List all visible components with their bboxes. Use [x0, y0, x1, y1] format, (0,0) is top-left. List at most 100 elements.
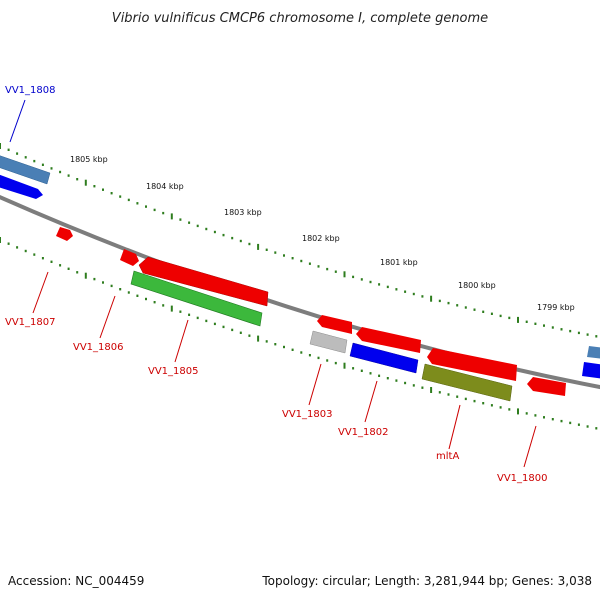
scale-tick-inner-20 [170, 305, 173, 312]
scale-ticks [0, 143, 598, 430]
chromosome-backbone [0, 195, 600, 390]
scale-tick-outer-26 [222, 233, 225, 237]
scale-tick-outer-52 [447, 301, 450, 305]
scale-tick-inner-23 [196, 316, 199, 320]
scale-tick-inner-37 [317, 356, 320, 360]
scale-tick-outer-60 [517, 316, 519, 323]
scale-tick-inner-57 [490, 404, 493, 407]
gene-right-steelblue-box[interactable] [587, 346, 600, 359]
scale-tick-inner-16 [136, 294, 139, 297]
scale-tick-outer-21 [179, 218, 182, 221]
scale-tick-inner-22 [188, 313, 191, 316]
scale-tick-outer-67 [577, 331, 580, 335]
scale-tick-inner-34 [291, 348, 294, 351]
scale-tick-outer-63 [543, 324, 545, 327]
gene-vv1-1803a-arrow[interactable] [317, 315, 352, 334]
gene-vv1-1805-green[interactable] [130, 270, 263, 327]
scale-tick-inner-66 [569, 421, 572, 425]
gene-right-blue-box[interactable] [582, 362, 600, 379]
scale-tick-inner-29 [248, 334, 251, 337]
gene-label-vv1-1803[interactable]: VV1_1803 [282, 409, 333, 420]
gene-vv1-1802a-arrow[interactable] [356, 327, 421, 353]
scale-tick-inner-68 [586, 425, 589, 428]
scale-tick-outer-35 [300, 259, 303, 263]
gene-vv1-1800-arrow[interactable] [527, 377, 566, 396]
scale-tick-outer-14 [119, 195, 122, 198]
scale-tick-inner-10 [84, 272, 87, 279]
scale-tick-inner-13 [110, 284, 113, 288]
scale-tick-outer-61 [525, 320, 528, 323]
kbp-labels: 1805 kbp 1804 kbp 1803 kbp 1802 kbp 1801… [70, 155, 575, 312]
gene-features [0, 154, 600, 402]
scale-tick-inner-28 [239, 331, 242, 334]
scale-tick-inner-32 [274, 343, 277, 346]
gene-label-vv1-1805[interactable]: VV1_1805 [148, 366, 199, 377]
scale-tick-outer-2 [16, 152, 19, 155]
scale-tick-inner-39 [334, 361, 337, 365]
scale-tick-outer-33 [283, 254, 285, 257]
scale-tick-outer-41 [352, 275, 355, 279]
accession-text: Accession: NC_004459 [8, 574, 144, 588]
scale-tick-inner-14 [119, 288, 122, 291]
scale-tick-inner-38 [326, 359, 329, 362]
scale-tick-outer-13 [110, 192, 113, 195]
gene-label-vv1-1800[interactable]: VV1_1800 [497, 473, 548, 484]
scale-tick-outer-38 [326, 267, 329, 271]
gene-vv1-1803-gray[interactable] [309, 330, 348, 354]
scale-tick-outer-8 [67, 174, 70, 177]
scale-tick-outer-40 [343, 271, 346, 278]
scale-tick-outer-50 [430, 295, 433, 302]
scale-tick-outer-55 [473, 308, 476, 311]
map-title: Vibrio vulnificus CMCP6 chromosome I, co… [112, 11, 488, 26]
scale-tick-outer-23 [196, 224, 199, 228]
scale-tick-outer-4 [33, 159, 36, 163]
scale-tick-inner-15 [127, 291, 130, 294]
scale-tick-outer-36 [308, 262, 311, 265]
gene-vv1-1808-box[interactable] [0, 154, 51, 185]
scale-tick-inner-43 [369, 372, 372, 375]
scale-tick-outer-68 [586, 333, 589, 336]
scale-tick-outer-59 [508, 316, 511, 320]
scale-tick-outer-29 [248, 242, 251, 246]
gene-vv1-1802-blue[interactable] [349, 342, 419, 374]
scale-tick-inner-18 [153, 301, 156, 304]
gene-mlta-arrow[interactable] [427, 348, 517, 381]
gene-vv1-1806-arrow[interactable] [120, 249, 139, 266]
scale-tick-inner-33 [283, 345, 285, 349]
scale-tick-inner-44 [378, 374, 381, 377]
scale-tick-outer-56 [482, 310, 485, 313]
gene-label-vv1-1807[interactable]: VV1_1807 [5, 317, 56, 328]
kbp-label-1802: 1802 kbp [302, 234, 340, 243]
gene-vv1-1805a-arrow[interactable] [138, 256, 269, 307]
kbp-label-1800: 1800 kbp [458, 281, 496, 290]
gene-label-vv1-1806[interactable]: VV1_1806 [73, 342, 124, 353]
scale-tick-inner-21 [179, 310, 182, 313]
scale-tick-outer-31 [265, 248, 268, 251]
gene-label-mlta[interactable]: mltA [436, 451, 459, 462]
scale-tick-outer-3 [24, 156, 27, 159]
gene-vv1-1807-arrow[interactable] [56, 227, 73, 241]
scale-tick-outer-44 [378, 283, 381, 286]
topology-text: Topology: circular; Length: 3,281,944 bp… [261, 574, 592, 588]
scale-tick-outer-54 [464, 306, 467, 309]
scale-tick-outer-0 [0, 143, 1, 149]
scale-tick-inner-47 [404, 381, 407, 385]
gene-label-vv1-1802[interactable]: VV1_1802 [338, 427, 389, 438]
scale-tick-inner-36 [308, 354, 311, 357]
gene-vv1-1808b-box[interactable] [0, 173, 43, 199]
scale-tick-inner-1 [7, 242, 10, 245]
kbp-label-1803: 1803 kbp [224, 208, 262, 217]
gene-mlta-olive[interactable] [421, 363, 513, 402]
scale-tick-inner-40 [343, 362, 346, 369]
scale-tick-outer-1 [7, 148, 10, 151]
scale-tick-outer-66 [569, 329, 572, 333]
gene-label-vv1-1808[interactable]: VV1_1808 [5, 85, 56, 96]
kbp-label-1799: 1799 kbp [537, 303, 575, 312]
scale-tick-inner-24 [205, 319, 208, 323]
scale-tick-outer-64 [551, 326, 554, 329]
scale-tick-inner-55 [473, 399, 476, 403]
scale-tick-inner-42 [360, 369, 363, 372]
scale-tick-inner-31 [265, 340, 268, 343]
scale-tick-inner-41 [352, 367, 355, 370]
